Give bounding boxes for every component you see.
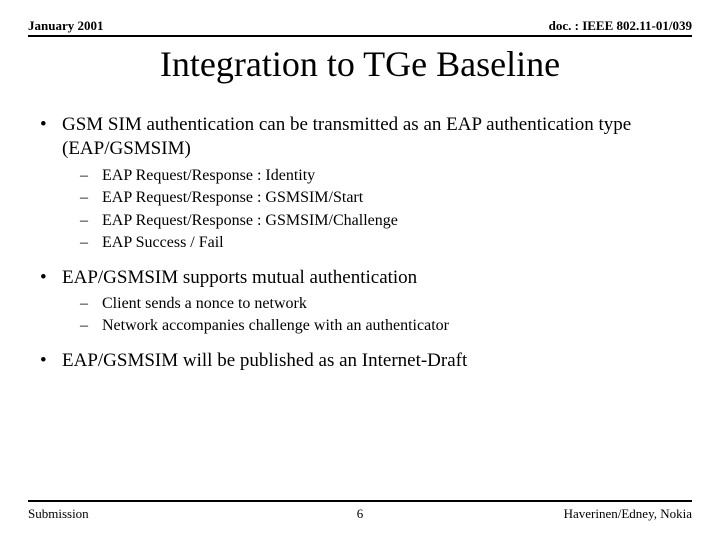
footer-left: Submission <box>28 506 89 522</box>
sub-bullet-item: – EAP Request/Response : Identity <box>80 166 692 186</box>
sub-bullet-text: EAP Success / Fail <box>102 233 224 253</box>
sub-bullet-text: Client sends a nonce to network <box>102 294 307 314</box>
sub-bullet-item: – Network accompanies challenge with an … <box>80 316 692 336</box>
footer-row: Submission 6 Haverinen/Edney, Nokia <box>28 506 692 522</box>
dash-marker: – <box>80 188 102 208</box>
sub-bullet-text: EAP Request/Response : GSMSIM/Challenge <box>102 211 398 231</box>
sub-bullet-item: – EAP Request/Response : GSMSIM/Start <box>80 188 692 208</box>
bullet-marker: • <box>40 266 62 290</box>
bullet-marker: • <box>40 349 62 373</box>
footer-right: Haverinen/Edney, Nokia <box>564 506 692 522</box>
header-row: January 2001 doc. : IEEE 802.11-01/039 <box>28 18 692 37</box>
footer-page-number: 6 <box>357 506 364 522</box>
dash-marker: – <box>80 316 102 336</box>
bullet-text: EAP/GSMSIM will be published as an Inter… <box>62 349 467 373</box>
dash-marker: – <box>80 294 102 314</box>
bullet-text: EAP/GSMSIM supports mutual authenticatio… <box>62 266 417 290</box>
slide-title: Integration to TGe Baseline <box>28 43 692 85</box>
bullet-marker: • <box>40 113 62 162</box>
sub-bullet-item: – Client sends a nonce to network <box>80 294 692 314</box>
slide-body: • GSM SIM authentication can be transmit… <box>28 113 692 373</box>
sub-bullet-text: EAP Request/Response : GSMSIM/Start <box>102 188 363 208</box>
footer-rule <box>28 500 692 502</box>
dash-marker: – <box>80 166 102 186</box>
bullet-item: • EAP/GSMSIM will be published as an Int… <box>40 349 692 373</box>
sub-bullet-item: – EAP Success / Fail <box>80 233 692 253</box>
header-doc-id: doc. : IEEE 802.11-01/039 <box>549 18 692 34</box>
header-date: January 2001 <box>28 18 103 34</box>
bullet-text: GSM SIM authentication can be transmitte… <box>62 113 692 162</box>
dash-marker: – <box>80 211 102 231</box>
sub-bullet-text: Network accompanies challenge with an au… <box>102 316 449 336</box>
sub-bullet-item: – EAP Request/Response : GSMSIM/Challeng… <box>80 211 692 231</box>
bullet-item: • GSM SIM authentication can be transmit… <box>40 113 692 162</box>
dash-marker: – <box>80 233 102 253</box>
sub-bullet-text: EAP Request/Response : Identity <box>102 166 315 186</box>
bullet-item: • EAP/GSMSIM supports mutual authenticat… <box>40 266 692 290</box>
